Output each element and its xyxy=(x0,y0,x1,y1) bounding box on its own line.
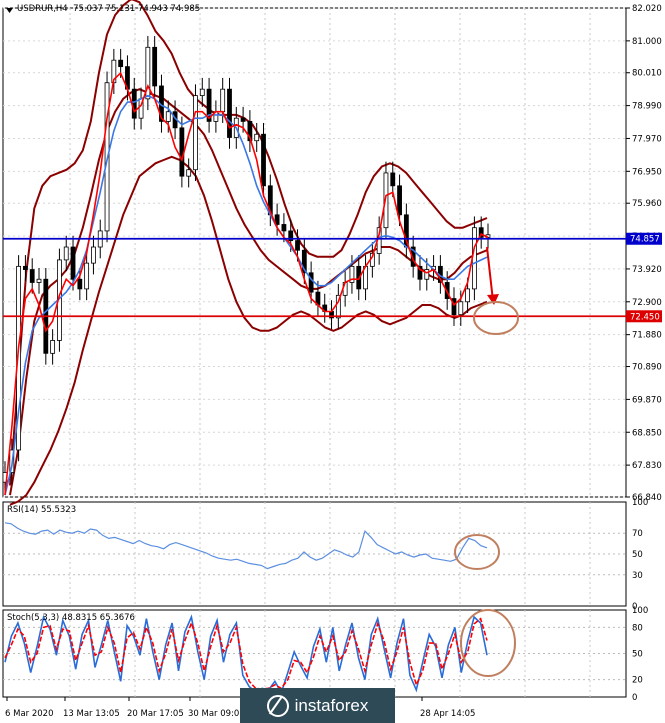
target-ellipse xyxy=(473,301,519,335)
y-tick-label: 100 xyxy=(632,606,648,616)
middle-band-line xyxy=(9,88,488,496)
y-tick-label: 75.960 xyxy=(632,199,662,209)
candle-body xyxy=(281,224,287,232)
y-tick-label: 71.880 xyxy=(632,331,662,341)
candle-body xyxy=(247,120,253,142)
stoch-title: Stoch(5,3,3) 48.8315 65.3676 xyxy=(7,613,135,623)
candle-body xyxy=(91,246,96,264)
fast-ma-line xyxy=(4,71,489,496)
candle-body xyxy=(349,265,355,283)
candle-body xyxy=(16,265,22,451)
x-tick-label: 30 Mar 09:05 xyxy=(188,709,245,719)
candle-body xyxy=(465,288,470,303)
forecast-arrowhead xyxy=(487,294,499,306)
y-tick-label: 67.830 xyxy=(632,461,662,471)
candle-body xyxy=(240,117,246,122)
y-tick-label: 0 xyxy=(632,602,637,612)
y-tick-label: 70 xyxy=(632,529,643,539)
y-tick-label: 30 xyxy=(632,571,643,581)
candle-body xyxy=(220,88,226,113)
candle-body xyxy=(131,88,137,119)
y-tick-label: 50 xyxy=(632,650,643,660)
candle-body xyxy=(199,88,205,97)
candle-body xyxy=(288,230,294,241)
y-tick-label: 70.890 xyxy=(632,363,662,373)
candle-body xyxy=(308,272,314,293)
candle-body xyxy=(478,227,484,238)
candle-body xyxy=(451,298,457,316)
candle-body xyxy=(145,46,151,100)
rsi-ellipse xyxy=(454,534,500,570)
y-tick-label: 73.920 xyxy=(632,265,662,275)
price-label: 74.857 xyxy=(630,235,660,245)
x-tick-label: 13 Mar 13:05 xyxy=(63,709,120,719)
candle-body xyxy=(417,265,423,280)
candle-body xyxy=(70,246,76,280)
candle-body xyxy=(63,246,69,261)
y-tick-label: 66.840 xyxy=(632,493,662,503)
candle-body xyxy=(84,262,90,290)
dropdown-triangle-icon xyxy=(6,8,13,13)
x-tick-label: 28 Apr 14:05 xyxy=(420,709,475,719)
watermark-logo: instaforex xyxy=(240,688,395,723)
y-tick-label: 76.950 xyxy=(632,167,662,177)
candle-body xyxy=(152,46,158,87)
candle-body xyxy=(165,111,171,122)
y-tick-label: 82.020 xyxy=(632,4,662,14)
candle-body xyxy=(274,214,280,225)
instaforex-logo-icon xyxy=(266,694,289,717)
candle-body xyxy=(397,185,402,216)
y-tick-label: 69.870 xyxy=(632,395,662,405)
candle-body xyxy=(186,169,192,177)
y-tick-label: 50 xyxy=(632,550,643,560)
rsi-title: RSI(14) 55.5323 xyxy=(7,505,77,515)
stoch-ellipse xyxy=(460,609,516,677)
candle-body xyxy=(50,340,56,354)
candle-body xyxy=(206,88,212,122)
candle-body xyxy=(390,172,396,187)
y-tick-label: 0 xyxy=(632,693,637,703)
y-tick-label: 78.990 xyxy=(632,102,662,112)
candle-body xyxy=(254,133,260,142)
y-tick-label: 100 xyxy=(632,498,648,508)
y-tick-label: 81.000 xyxy=(632,37,662,47)
x-tick-label: 20 Mar 17:05 xyxy=(127,709,184,719)
rsi-line xyxy=(4,522,488,570)
candle-body xyxy=(23,265,28,270)
candle-body xyxy=(77,278,83,290)
x-tick-label: 6 Mar 2020 xyxy=(5,709,53,719)
y-tick-label: 20 xyxy=(632,676,643,686)
chart-title: USDRUR,H4 75.037 75.131 74.943 74.985 xyxy=(17,4,201,14)
candle-body xyxy=(193,95,198,171)
slow-ma-line xyxy=(4,94,489,496)
y-tick-label: 77.970 xyxy=(632,134,662,144)
candle-body xyxy=(301,249,307,274)
price-panel xyxy=(2,7,627,498)
price-label-box xyxy=(626,232,662,245)
candle-body xyxy=(295,240,300,251)
price-label-box xyxy=(626,310,662,323)
y-tick-label: 80 xyxy=(632,623,643,633)
candle-body xyxy=(29,269,35,283)
stoch-signal-line xyxy=(4,617,488,691)
candle-body xyxy=(335,294,341,319)
forecast-arrow xyxy=(486,246,494,302)
candle-body xyxy=(227,88,232,138)
candle-body xyxy=(410,246,416,267)
price-label: 72.450 xyxy=(630,312,660,322)
candle-body xyxy=(458,301,464,316)
y-tick-label: 72.900 xyxy=(632,298,662,308)
candle-body xyxy=(36,278,42,283)
candle-body xyxy=(261,133,266,187)
candle-body xyxy=(424,269,430,280)
y-tick-label: 80.010 xyxy=(632,69,662,79)
candle-body xyxy=(118,59,124,68)
watermark-text: instaforex xyxy=(294,695,369,715)
y-tick-label: 68.850 xyxy=(632,428,662,438)
